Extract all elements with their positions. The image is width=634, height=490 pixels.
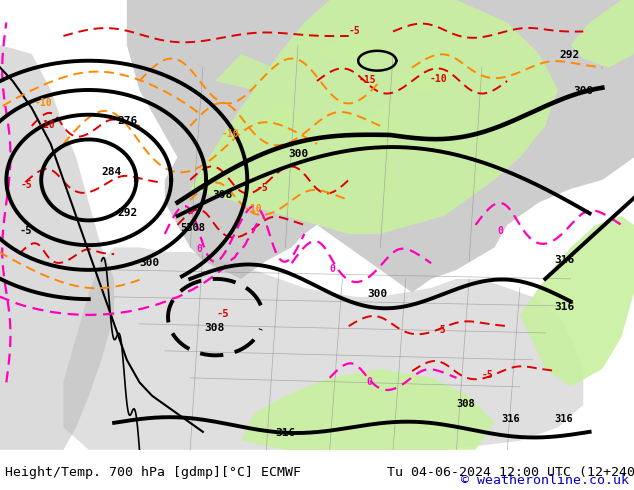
Polygon shape <box>317 31 380 68</box>
Text: -5: -5 <box>217 309 230 319</box>
Text: 5308: 5308 <box>181 223 205 233</box>
Text: 300: 300 <box>288 148 309 159</box>
Text: 316: 316 <box>501 414 520 424</box>
Text: 276: 276 <box>117 116 138 126</box>
Polygon shape <box>254 99 304 140</box>
Text: 300: 300 <box>139 258 160 269</box>
Text: -5: -5 <box>349 26 361 36</box>
Text: 308: 308 <box>456 399 476 409</box>
Text: 308: 308 <box>204 322 224 333</box>
Text: © weatheronline.co.uk: © weatheronline.co.uk <box>461 474 629 487</box>
Text: -5: -5 <box>19 226 32 236</box>
Text: -5: -5 <box>257 183 269 193</box>
Text: -5: -5 <box>20 180 32 190</box>
Polygon shape <box>571 0 634 68</box>
Text: -10: -10 <box>430 74 448 84</box>
Text: -5: -5 <box>434 325 446 335</box>
Polygon shape <box>63 247 583 450</box>
Text: -10: -10 <box>38 120 56 130</box>
Text: 316: 316 <box>555 302 575 313</box>
Text: 316: 316 <box>276 428 296 439</box>
Polygon shape <box>349 108 406 148</box>
Text: 292: 292 <box>559 50 579 60</box>
Text: 0: 0 <box>197 244 202 254</box>
Polygon shape <box>190 0 558 234</box>
Polygon shape <box>216 54 273 90</box>
Text: 284: 284 <box>101 168 122 177</box>
Text: 316: 316 <box>555 414 574 424</box>
Text: -10: -10 <box>35 98 53 108</box>
Text: Height/Temp. 700 hPa [gdmp][°C] ECMWF: Height/Temp. 700 hPa [gdmp][°C] ECMWF <box>5 466 301 479</box>
Text: 0: 0 <box>330 264 335 274</box>
Polygon shape <box>127 0 634 293</box>
Text: 0: 0 <box>498 226 503 236</box>
Polygon shape <box>0 45 114 450</box>
Text: -10: -10 <box>245 204 262 214</box>
Text: 308: 308 <box>212 190 233 200</box>
Text: Tu 04-06-2024 12:00 UTC (12+240): Tu 04-06-2024 12:00 UTC (12+240) <box>387 466 634 479</box>
Text: 300: 300 <box>368 289 388 299</box>
Text: 300: 300 <box>574 86 594 96</box>
Polygon shape <box>520 216 634 387</box>
Text: 0: 0 <box>366 377 372 387</box>
Text: 292: 292 <box>117 208 138 218</box>
Text: 316: 316 <box>555 255 575 265</box>
Polygon shape <box>241 369 495 450</box>
Text: -10: -10 <box>222 129 240 139</box>
Text: -15: -15 <box>358 75 376 85</box>
Polygon shape <box>393 54 456 95</box>
Text: -5: -5 <box>482 370 494 380</box>
